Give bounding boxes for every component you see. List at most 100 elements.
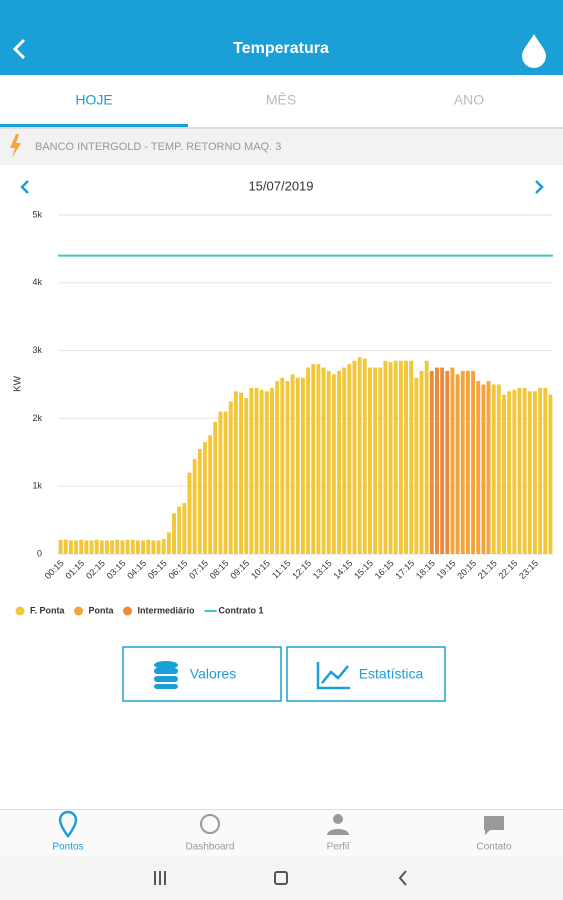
bar	[393, 360, 398, 554]
x-tick-label: 01:15	[63, 558, 86, 581]
tabs	[0, 75, 563, 127]
bolt-icon	[10, 134, 21, 158]
bar	[295, 377, 300, 554]
bar	[326, 370, 331, 554]
bar	[187, 472, 192, 554]
bar	[316, 364, 321, 554]
stats-icon	[316, 662, 350, 690]
button-label: Valores	[190, 666, 236, 682]
tab[interactable]: HOJE	[75, 92, 112, 108]
chat-icon	[484, 816, 504, 835]
nav-label[interactable]: Pontos	[52, 842, 83, 853]
bar	[290, 374, 295, 554]
bar	[300, 377, 305, 554]
y-tick-label: 5k	[32, 209, 42, 219]
bar	[352, 360, 357, 554]
nav-label[interactable]: Perfil	[327, 842, 350, 853]
x-tick-label: 23:15	[517, 558, 540, 581]
bar	[378, 367, 383, 554]
y-tick-label: 1k	[32, 481, 42, 491]
bar	[105, 540, 109, 554]
bar	[362, 358, 367, 554]
tab-indicator	[0, 124, 188, 127]
bar	[264, 391, 269, 554]
bar	[99, 540, 104, 554]
bar	[249, 387, 254, 554]
stats-button[interactable]	[286, 646, 446, 702]
bar	[166, 532, 171, 554]
bar	[429, 370, 434, 554]
bar	[367, 367, 372, 554]
x-tick-label: 09:15	[228, 558, 251, 581]
bar	[177, 506, 182, 554]
database-icon	[154, 661, 178, 689]
title: Temperatura	[233, 40, 329, 57]
bar	[192, 459, 197, 554]
bar	[213, 421, 218, 554]
bar	[275, 381, 280, 554]
system-bar	[0, 856, 563, 900]
bar	[311, 364, 316, 554]
bar	[450, 367, 455, 554]
nav-label[interactable]: Dashboard	[186, 842, 235, 853]
bar	[512, 389, 517, 554]
prev-day[interactable]	[20, 180, 29, 194]
bar	[460, 370, 465, 554]
x-tick-label: 14:15	[331, 558, 354, 581]
bar	[89, 540, 94, 554]
bar	[239, 392, 244, 554]
bar	[496, 384, 501, 554]
bar	[507, 391, 512, 554]
next-day[interactable]	[535, 180, 544, 194]
bar	[197, 448, 202, 554]
bar	[357, 357, 362, 554]
tab[interactable]: ANO	[454, 92, 484, 108]
bar	[445, 370, 450, 554]
pin-icon	[58, 810, 78, 839]
bar	[218, 411, 223, 554]
tab[interactable]: MÊS	[266, 92, 296, 108]
x-tick-label: 11:15	[270, 558, 293, 581]
bar	[481, 384, 486, 554]
bar	[435, 367, 439, 554]
bar	[491, 384, 496, 554]
x-tick-label: 05:15	[146, 558, 169, 581]
system-buttons[interactable]	[154, 870, 407, 886]
bar	[151, 540, 156, 554]
chart: 0 1k 2k 3k 4k 5k 00:1501:1502:1503:1504:1505:1…	[32, 209, 553, 581]
bar	[115, 539, 120, 554]
x-tick-label: 18:15	[414, 558, 437, 581]
bar	[321, 367, 326, 554]
bar	[63, 539, 68, 554]
values-button[interactable]	[122, 646, 282, 702]
bar	[58, 539, 63, 554]
bar	[280, 377, 285, 554]
legend-label: Intermediário	[138, 605, 196, 615]
bar	[68, 540, 73, 554]
y-tick-label: 3k	[32, 345, 42, 355]
bar	[543, 387, 548, 554]
bar	[254, 387, 259, 554]
x-tick-label: 12:15	[290, 558, 313, 581]
bar	[419, 370, 424, 554]
bar	[538, 387, 543, 554]
bar	[223, 411, 228, 554]
x-tick-label: 04:15	[125, 558, 148, 581]
legend-label: Contrato 1	[219, 605, 264, 615]
app-icon[interactable]	[522, 34, 546, 68]
legend-swatch	[74, 606, 84, 616]
x-tick-label: 16:15	[373, 558, 396, 581]
bar	[440, 367, 445, 554]
bar	[120, 540, 125, 554]
bar	[208, 435, 213, 554]
bar	[517, 387, 522, 554]
x-tick-label: 02:15	[84, 558, 107, 581]
x-tick-label: 22:15	[496, 558, 519, 581]
bar	[125, 539, 130, 554]
back-button[interactable]	[12, 38, 26, 60]
bar	[465, 370, 470, 554]
legend: F. Ponta Ponta Intermediário Contrato 1	[15, 605, 264, 616]
nav-label[interactable]: Contato	[476, 842, 511, 853]
bar	[84, 540, 89, 554]
divider	[0, 809, 563, 810]
